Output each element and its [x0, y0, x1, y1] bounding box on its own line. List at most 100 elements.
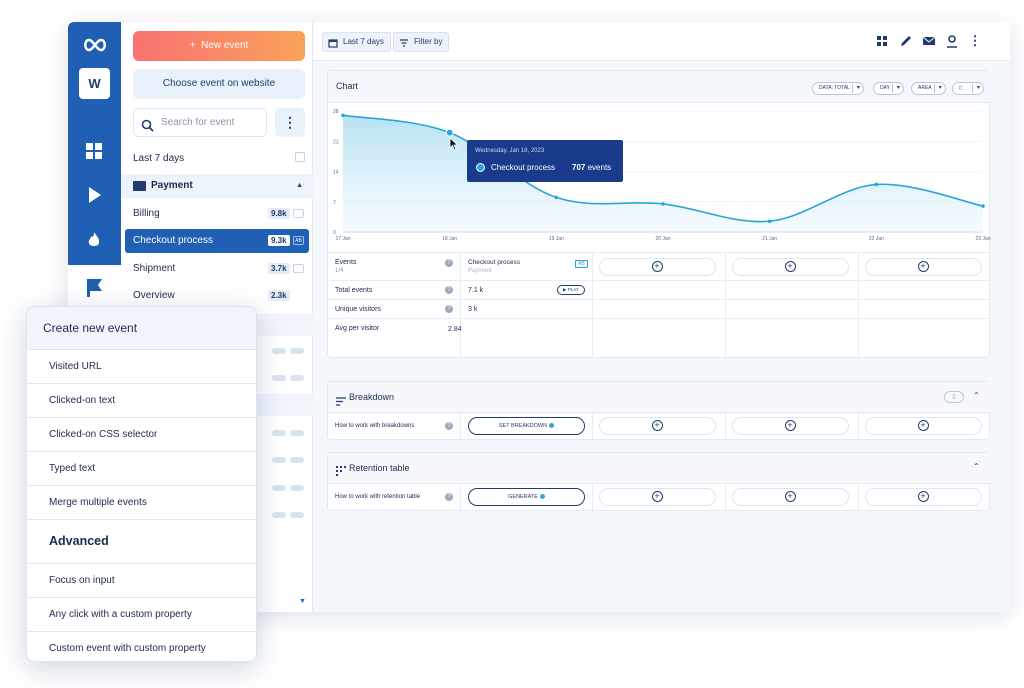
panel-more-button[interactable]: ⋮	[275, 108, 305, 137]
chart-data-point	[554, 195, 559, 200]
create-event-header: Create new event	[27, 307, 256, 350]
add-event-slot[interactable]: +	[599, 258, 716, 276]
infinity-icon[interactable]	[82, 36, 108, 54]
pencil-icon[interactable]	[897, 32, 915, 50]
tooltip-date: Wednesday, Jan 18, 2023	[475, 148, 545, 154]
plus-icon: +	[651, 261, 663, 272]
grid-icon[interactable]	[873, 32, 891, 50]
menu-item-custom-click[interactable]: Any click with a custom property	[27, 598, 256, 632]
event-item-checkout[interactable]: Checkout process 9.3k AB	[125, 229, 309, 253]
help-icon[interactable]: ?	[445, 286, 453, 294]
event-item-shipment[interactable]: Shipment 3.7k	[121, 257, 313, 281]
chart-data-point	[767, 219, 772, 223]
mail-icon[interactable]	[920, 32, 938, 50]
breakdown-card: Breakdown ▯ ⌃ How to work with breakdown…	[327, 381, 991, 441]
day-select[interactable]: DAY	[873, 82, 904, 95]
placeholder-pill	[272, 457, 286, 463]
help-icon[interactable]: ?	[445, 305, 453, 313]
menu-item-typed-text[interactable]: Typed text	[27, 452, 256, 486]
chart-area-fill	[343, 115, 983, 232]
user-pin-icon[interactable]	[943, 32, 961, 50]
menu-item-clicked-text[interactable]: Clicked-on text	[27, 384, 256, 418]
metrics-row-events: Events 1/4 ? Checkout process Payment AB…	[328, 252, 991, 280]
filter-icon	[399, 37, 409, 47]
plus-icon: +	[917, 491, 929, 502]
help-icon[interactable]: ?	[445, 493, 453, 501]
help-icon[interactable]: ?	[445, 259, 453, 267]
new-event-button[interactable]: + New event	[133, 31, 305, 61]
data-total-select[interactable]: DATA: TOTAL	[812, 82, 864, 95]
search-placeholder: Search for event	[161, 117, 235, 128]
generate-button[interactable]: GENERATE	[468, 488, 585, 506]
placeholder-pill	[290, 375, 304, 381]
total-value: 7.1 k	[468, 287, 484, 294]
add-breakdown-slot[interactable]: +	[732, 417, 849, 435]
avg-row-label: Avg per visitor	[335, 325, 380, 332]
menu-item-focus-input[interactable]: Focus on input	[27, 564, 256, 598]
add-retention-slot[interactable]: +	[732, 488, 849, 506]
event-item-billing[interactable]: Billing 9.8k	[121, 202, 313, 226]
area-select[interactable]: AREA	[911, 82, 946, 95]
chevron-up-icon[interactable]: ⌃	[973, 391, 980, 400]
selected-event-name[interactable]: Checkout process	[468, 259, 521, 266]
filter-button[interactable]: Filter by	[393, 32, 450, 52]
chart-card-title: Chart	[336, 81, 359, 91]
set-breakdown-button[interactable]: SET BREAKDOWN	[468, 417, 585, 435]
menu-item-label: Custom event with custom property	[49, 643, 206, 654]
y-tick-label: 21	[333, 139, 339, 145]
chart-plot[interactable]: 0 7 14 21 28 17 Jan 18 Jan 19 Jan 20 Jan 21 Jan 2…	[328, 103, 991, 253]
ab-badge: AB	[293, 236, 304, 245]
tooltip-unit: events	[587, 163, 612, 172]
link-icon	[293, 209, 304, 218]
toolbar: Last 7 days Filter by ⋮	[313, 22, 1010, 61]
menu-item-visited-url[interactable]: Visited URL	[27, 350, 256, 384]
new-event-label: New event	[201, 40, 249, 51]
chart-data-point	[341, 113, 345, 118]
retention-icon	[336, 463, 346, 481]
search-icon	[141, 116, 154, 132]
document-icon: ▯	[959, 85, 962, 91]
help-icon[interactable]: ?	[445, 422, 453, 430]
calendar-icon[interactable]	[295, 152, 305, 162]
placeholder-pill	[290, 485, 304, 491]
unique-value: 3 k	[468, 306, 478, 313]
event-label: Billing	[133, 208, 160, 219]
retention-title: Retention table	[349, 463, 410, 473]
chart-card: Chart DATA: TOTAL DAY AREA ▯ 0 7 14 21 28	[327, 70, 991, 359]
area-label: AREA	[918, 85, 932, 91]
chevron-down-icon[interactable]: ▼	[299, 598, 306, 605]
menu-item-merge-events[interactable]: Merge multiple events	[27, 486, 256, 520]
event-group-payment[interactable]: Payment ▲	[121, 174, 313, 198]
menu-item-custom-event[interactable]: Custom event with custom property	[27, 632, 256, 661]
menu-item-css-selector[interactable]: Clicked-on CSS selector	[27, 418, 256, 452]
date-range-button[interactable]: Last 7 days	[322, 32, 391, 52]
document-icon[interactable]: ▯	[944, 391, 964, 403]
search-input[interactable]: Search for event	[133, 108, 267, 137]
calendar-icon	[328, 37, 338, 48]
choose-event-button[interactable]: Choose event on website	[133, 69, 305, 99]
add-event-slot[interactable]: +	[732, 258, 849, 276]
workspace-avatar[interactable]: W	[79, 68, 110, 99]
total-row-label: Total events	[335, 287, 373, 294]
retention-row-label: How to work with retention table	[335, 494, 421, 500]
x-tick-label: 22 Jan	[869, 236, 884, 242]
window-icon	[293, 264, 304, 273]
dashboard-icon[interactable]	[84, 141, 105, 162]
add-breakdown-slot[interactable]: +	[865, 417, 982, 435]
play-button[interactable]: ▶ PLAY	[557, 285, 585, 295]
chevron-up-icon[interactable]: ⌃	[973, 462, 980, 471]
play-icon[interactable]	[84, 185, 105, 206]
chevron-up-icon[interactable]: ▲	[296, 182, 303, 189]
add-retention-slot[interactable]: +	[865, 488, 982, 506]
metrics-row-avg: Avg per visitor 2.84	[328, 318, 991, 338]
fire-icon[interactable]	[84, 230, 105, 251]
kebab-icon[interactable]: ⋮	[968, 33, 982, 48]
export-select[interactable]: ▯	[952, 82, 984, 95]
add-event-slot[interactable]: +	[865, 258, 982, 276]
event-item-overview[interactable]: Overview 2.3k	[121, 284, 313, 308]
menu-item-label: Typed text	[49, 463, 96, 474]
flag-icon[interactable]	[68, 265, 121, 309]
breakdown-row-label: How to work with breakdowns	[335, 423, 415, 429]
add-retention-slot[interactable]: +	[599, 488, 716, 506]
add-breakdown-slot[interactable]: +	[599, 417, 716, 435]
